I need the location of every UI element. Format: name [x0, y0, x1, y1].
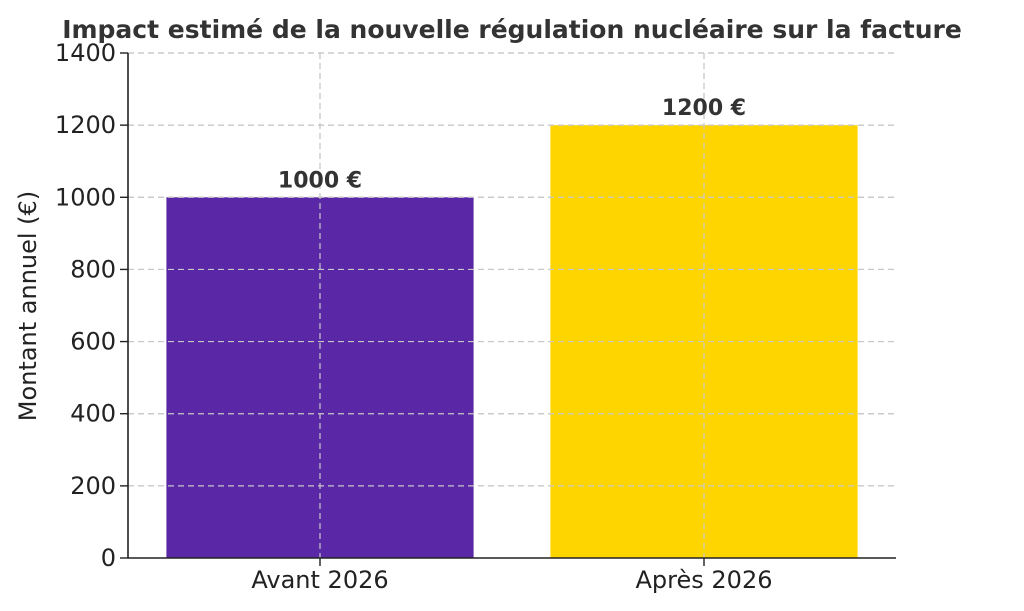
- x-tick-label-1: Après 2026: [636, 566, 773, 594]
- y-tick-label-4: 800: [70, 255, 116, 283]
- y-tick-label-5: 1000: [55, 183, 116, 211]
- y-tick-label-6: 1200: [55, 111, 116, 139]
- y-tick-label-2: 400: [70, 400, 116, 428]
- chart-title: Impact estimé de la nouvelle régulation …: [62, 15, 962, 44]
- axes: 0 200 400 600 800 1000 1200 1400 Avant 2026 Après…: [55, 39, 896, 594]
- y-axis-label: Montant annuel (€): [14, 191, 42, 421]
- y-tick-label-1: 200: [70, 472, 116, 500]
- data-label-1: 1200 €: [662, 96, 746, 121]
- data-labels: 1000 € 1200 €: [278, 96, 746, 193]
- data-label-0: 1000 €: [278, 168, 362, 193]
- y-tick-label-7: 1400: [55, 39, 116, 67]
- y-tick-label-0: 0: [101, 544, 116, 572]
- y-tick-label-3: 600: [70, 328, 116, 356]
- x-tick-label-0: Avant 2026: [251, 566, 388, 594]
